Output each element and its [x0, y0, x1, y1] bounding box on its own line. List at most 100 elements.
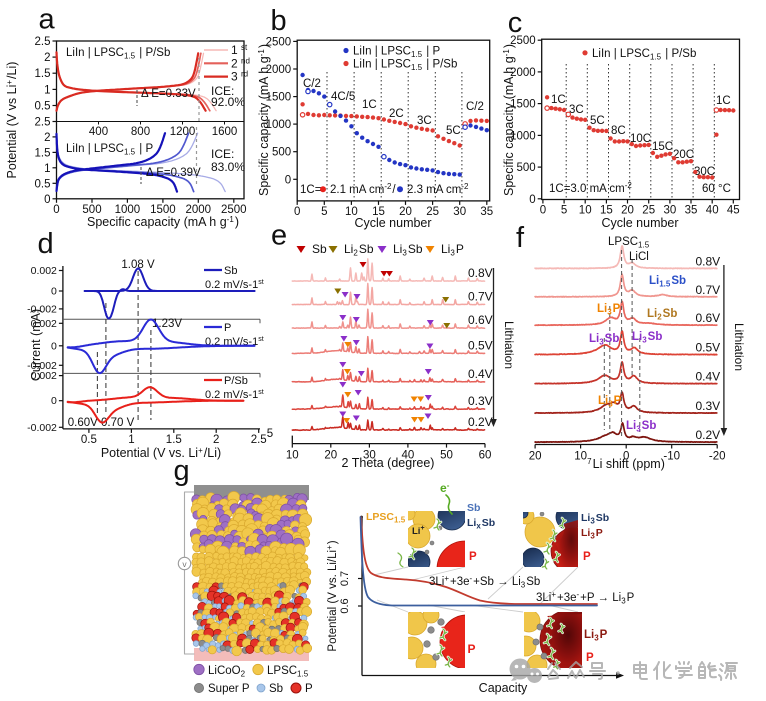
- svg-text:1 st: 1 st: [231, 43, 248, 57]
- svg-text:1C: 1C: [362, 99, 377, 111]
- svg-text:LiIn | LPSC1.5 | P/Sb: LiIn | LPSC1.5 | P/Sb: [592, 48, 696, 62]
- svg-text:1600: 1600: [212, 126, 238, 138]
- svg-text:1C: 1C: [716, 95, 731, 107]
- svg-text:2000: 2000: [186, 204, 212, 216]
- svg-text:0.2 mV/s-1st: 0.2 mV/s-1st: [205, 389, 265, 401]
- svg-text:LPSC1.5: LPSC1.5: [608, 236, 650, 250]
- svg-text:7 Li shift (ppm): 7 Li shift (ppm): [587, 457, 665, 471]
- svg-text:Specific capacity (mA h g-1 ): Specific capacity (mA h g-1 ): [502, 44, 516, 196]
- svg-text:-20: -20: [709, 451, 726, 463]
- svg-text:5C: 5C: [446, 125, 461, 137]
- svg-text:g: g: [174, 455, 190, 487]
- svg-text:2C: 2C: [389, 108, 404, 120]
- svg-text:3 rd: 3 rd: [231, 70, 249, 84]
- svg-text:8C: 8C: [611, 125, 626, 137]
- svg-text:Li3 P: Li3 P: [584, 629, 608, 643]
- svg-text:1500: 1500: [150, 204, 176, 216]
- svg-text:Capacity: Capacity: [479, 681, 528, 695]
- svg-text:0.8V: 0.8V: [468, 266, 493, 280]
- svg-text:ICE:: ICE:: [211, 84, 234, 98]
- svg-text:C/2: C/2: [466, 101, 484, 113]
- svg-text:1C: 1C: [551, 94, 566, 106]
- svg-text:2500: 2500: [510, 35, 536, 47]
- svg-text:45: 45: [727, 205, 740, 217]
- svg-text:0.3V: 0.3V: [468, 394, 493, 408]
- svg-text:e: e: [271, 220, 287, 252]
- svg-text:0: 0: [623, 451, 629, 463]
- svg-text:Li3 Sb: Li3 Sb: [581, 512, 609, 526]
- svg-text:3C: 3C: [569, 104, 584, 116]
- svg-text:2500: 2500: [221, 204, 247, 216]
- svg-text:2: 2: [213, 434, 219, 446]
- svg-text:0.3V: 0.3V: [696, 399, 721, 413]
- svg-text:1.5: 1.5: [35, 68, 51, 80]
- svg-text:5: 5: [561, 205, 567, 217]
- svg-text:Li2 Sb: Li2 Sb: [344, 242, 374, 258]
- svg-text:35: 35: [480, 206, 493, 218]
- svg-text:LiIn | LPSC1.5 | P: LiIn | LPSC1.5 | P: [66, 143, 153, 157]
- svg-text:10: 10: [345, 206, 358, 218]
- svg-text:b: b: [271, 5, 287, 37]
- svg-text:2: 2: [44, 52, 50, 64]
- svg-text:0.4V: 0.4V: [696, 370, 721, 384]
- svg-text:0: 0: [540, 205, 546, 217]
- svg-text:Li3 P: Li3 P: [441, 242, 464, 258]
- svg-text:0: 0: [51, 340, 57, 352]
- svg-text:50: 50: [440, 450, 453, 462]
- svg-text:LPSC1.5: LPSC1.5: [366, 511, 406, 525]
- svg-text:Δ E=0.39V: Δ E=0.39V: [146, 167, 201, 179]
- svg-text:0: 0: [294, 206, 300, 218]
- svg-text:20: 20: [621, 205, 634, 217]
- svg-text:Sb: Sb: [269, 683, 283, 695]
- svg-text:0: 0: [51, 395, 57, 407]
- svg-text:Δ E=0.33V: Δ E=0.33V: [141, 88, 196, 100]
- svg-text:2.5: 2.5: [251, 434, 267, 446]
- svg-text:1: 1: [44, 163, 50, 175]
- svg-text:Lix Sb: Lix Sb: [467, 517, 495, 531]
- svg-text:0.5V: 0.5V: [468, 338, 493, 352]
- svg-text:LiIn | LPSC1.5 | P: LiIn | LPSC1.5 | P: [353, 46, 440, 60]
- svg-text:30: 30: [363, 450, 376, 462]
- svg-text:Potential (V vs. Li+ /Li): Potential (V vs. Li+ /Li): [101, 446, 221, 460]
- svg-text:1.5: 1.5: [166, 434, 182, 446]
- svg-text:0.5: 0.5: [35, 178, 51, 190]
- svg-text:40: 40: [402, 450, 415, 462]
- svg-text:a: a: [39, 4, 56, 36]
- svg-text:10: 10: [574, 451, 587, 463]
- svg-text:1.5: 1.5: [35, 147, 51, 159]
- svg-text:0.5: 0.5: [35, 101, 51, 113]
- svg-text:25: 25: [642, 205, 655, 217]
- svg-text:2.5: 2.5: [35, 117, 51, 129]
- svg-text:Li3 P: Li3 P: [597, 303, 621, 317]
- svg-text:10C: 10C: [630, 133, 651, 145]
- svg-text:Sb: Sb: [312, 242, 327, 256]
- svg-text:0.5: 0.5: [81, 434, 97, 446]
- svg-text:C/2: C/2: [303, 78, 321, 90]
- svg-text:Li3 Sb: Li3 Sb: [393, 242, 423, 258]
- svg-text:1: 1: [128, 434, 134, 446]
- svg-text:f: f: [516, 222, 525, 254]
- svg-text:c: c: [508, 7, 523, 39]
- svg-text:Li3 Sb: Li3 Sb: [632, 331, 662, 345]
- svg-text:2500: 2500: [266, 36, 292, 48]
- svg-text:0.6V: 0.6V: [468, 313, 493, 327]
- svg-text:Current (mA): Current (mA): [29, 309, 43, 381]
- svg-text:0: 0: [51, 286, 57, 298]
- svg-text:Cycle number: Cycle number: [354, 216, 431, 230]
- svg-text:P: P: [586, 652, 594, 664]
- svg-text:Sb: Sb: [467, 502, 480, 514]
- svg-text:20: 20: [324, 450, 337, 462]
- svg-text:-0.002: -0.002: [27, 360, 57, 372]
- svg-text:2: 2: [44, 132, 50, 144]
- svg-text:15: 15: [600, 205, 613, 217]
- svg-text:20: 20: [399, 206, 412, 218]
- svg-text:Li3 P: Li3 P: [581, 527, 603, 541]
- svg-text:Cycle number: Cycle number: [601, 216, 678, 230]
- svg-text:e-: e-: [440, 481, 450, 495]
- svg-text:ICE:: ICE:: [211, 147, 234, 161]
- svg-text:0: 0: [44, 194, 50, 206]
- svg-text:0.6V: 0.6V: [696, 311, 721, 325]
- svg-text:0.2V: 0.2V: [696, 428, 721, 442]
- svg-text:4C/5: 4C/5: [331, 91, 355, 103]
- svg-text:1000: 1000: [115, 204, 141, 216]
